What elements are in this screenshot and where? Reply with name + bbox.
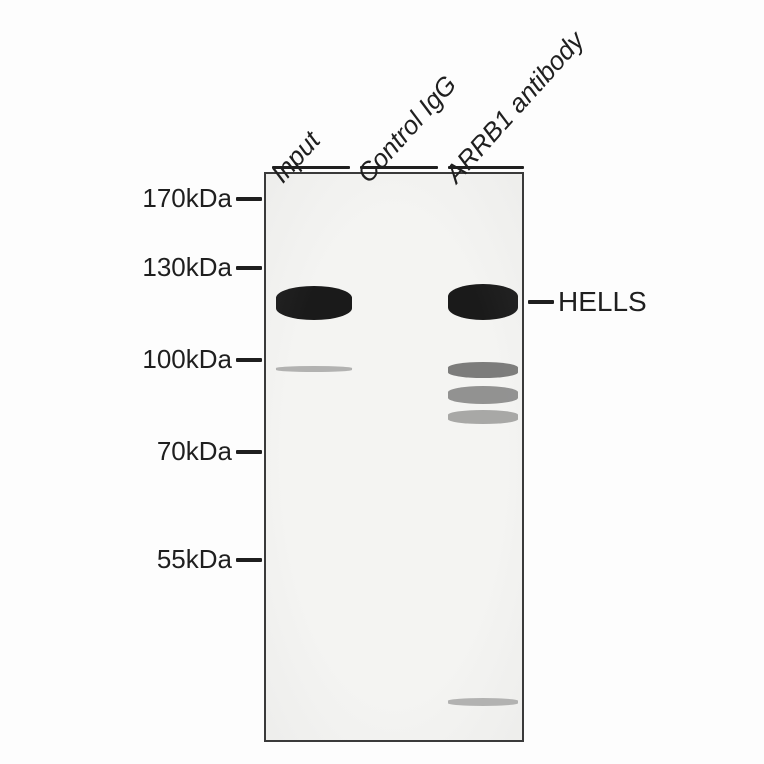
mw-tick-130 — [236, 266, 262, 270]
band-arrb1-smear-3 — [448, 410, 518, 424]
mw-tick-100 — [236, 358, 262, 362]
western-blot-figure: 170kDa 130kDa 100kDa 70kDa 55kDa Input C… — [0, 0, 764, 764]
band-arrb1-hells — [448, 284, 518, 320]
band-arrb1-smear-2 — [448, 386, 518, 404]
lane-arrb1-antibody — [448, 174, 518, 740]
band-arrb1-low-faint — [448, 698, 518, 706]
lane-input — [276, 174, 352, 740]
mw-label-100: 100kDa — [128, 344, 232, 375]
mw-label-130: 130kDa — [128, 252, 232, 283]
mw-tick-70 — [236, 450, 262, 454]
mw-tick-55 — [236, 558, 262, 562]
mw-label-170: 170kDa — [128, 183, 232, 214]
target-label-hells: HELLS — [558, 286, 647, 318]
lane-control-igg — [362, 174, 438, 740]
mw-label-55: 55kDa — [144, 544, 232, 575]
target-tick-hells — [528, 300, 554, 304]
blot-membrane — [264, 172, 524, 742]
band-input-minor — [276, 366, 352, 372]
band-arrb1-smear-1 — [448, 362, 518, 378]
mw-label-70: 70kDa — [144, 436, 232, 467]
band-input-hells — [276, 286, 352, 320]
lane-label-arrb1: ARRB1 antibody — [439, 25, 591, 189]
mw-tick-170 — [236, 197, 262, 201]
